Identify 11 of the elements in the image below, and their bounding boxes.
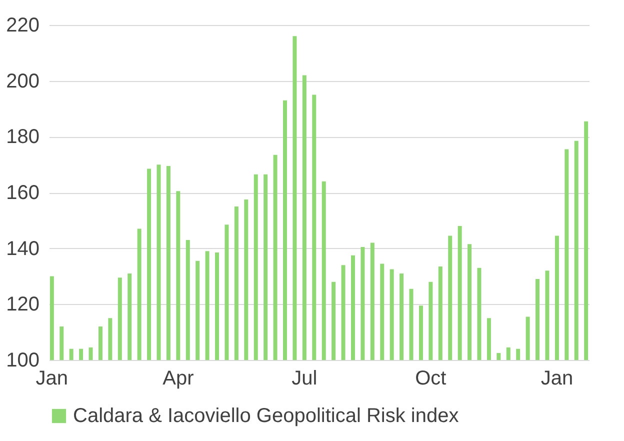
legend-label: Caldara & Iacoviello Geopolitical Risk index	[73, 405, 459, 427]
x-tick-label: Jan	[540, 368, 574, 390]
y-tick-label: 120	[6, 294, 40, 316]
x-tick-label: Oct	[415, 368, 447, 390]
x-tick-label: Jul	[292, 368, 318, 390]
x-tick-label: Apr	[162, 368, 194, 390]
y-tick-label: 200	[6, 70, 40, 92]
y-tick-label: 160	[6, 182, 40, 204]
y-tick-label: 180	[6, 126, 40, 148]
y-tick-label: 220	[6, 14, 40, 36]
y-tick-label: 140	[6, 238, 40, 260]
